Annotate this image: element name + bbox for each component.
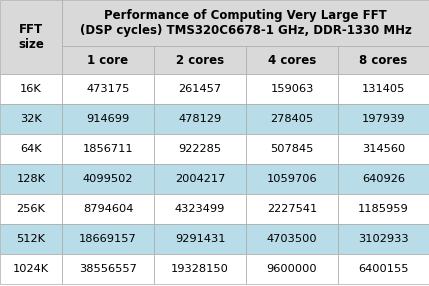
Text: 16K: 16K <box>20 84 42 94</box>
Bar <box>246 164 338 194</box>
Bar <box>154 134 246 164</box>
Bar <box>0 104 62 134</box>
Text: 128K: 128K <box>16 174 45 184</box>
Text: 6400155: 6400155 <box>358 264 409 274</box>
Text: 314560: 314560 <box>362 144 405 154</box>
Text: 8794604: 8794604 <box>83 204 133 214</box>
Text: 1024K: 1024K <box>13 264 49 274</box>
Bar <box>0 0 62 74</box>
Bar <box>338 134 429 164</box>
Text: 9291431: 9291431 <box>175 234 225 244</box>
Text: 8 cores: 8 cores <box>360 53 408 67</box>
Text: 18669157: 18669157 <box>79 234 137 244</box>
Bar <box>246 46 338 74</box>
Bar <box>62 224 154 254</box>
Text: 1856711: 1856711 <box>83 144 133 154</box>
Text: 19328150: 19328150 <box>171 264 229 274</box>
Text: 38556557: 38556557 <box>79 264 137 274</box>
Bar <box>62 74 154 104</box>
Bar <box>154 104 246 134</box>
Text: 640926: 640926 <box>362 174 405 184</box>
Text: 197939: 197939 <box>362 114 405 124</box>
Text: 2 cores: 2 cores <box>176 53 224 67</box>
Text: 32K: 32K <box>20 114 42 124</box>
Bar <box>154 224 246 254</box>
Text: FFT
size: FFT size <box>18 23 44 51</box>
Text: 4 cores: 4 cores <box>268 53 316 67</box>
Bar <box>0 134 62 164</box>
Bar <box>62 254 154 284</box>
Text: 2227541: 2227541 <box>267 204 317 214</box>
Bar <box>338 74 429 104</box>
Bar <box>338 104 429 134</box>
Bar <box>338 254 429 284</box>
Text: 1059706: 1059706 <box>267 174 317 184</box>
Bar <box>0 254 62 284</box>
Text: 4703500: 4703500 <box>267 234 317 244</box>
Bar <box>0 224 62 254</box>
Bar <box>154 74 246 104</box>
Text: 914699: 914699 <box>86 114 130 124</box>
Bar <box>0 164 62 194</box>
Bar <box>246 254 338 284</box>
Bar <box>246 194 338 224</box>
Bar <box>154 194 246 224</box>
Text: 4099502: 4099502 <box>83 174 133 184</box>
Text: 473175: 473175 <box>86 84 130 94</box>
Bar <box>0 194 62 224</box>
Text: 512K: 512K <box>16 234 45 244</box>
Bar <box>246 104 338 134</box>
Text: 4323499: 4323499 <box>175 204 225 214</box>
Text: 1 core: 1 core <box>88 53 129 67</box>
Bar <box>62 46 154 74</box>
Bar <box>62 164 154 194</box>
Text: 1185959: 1185959 <box>358 204 409 214</box>
Text: 9600000: 9600000 <box>267 264 317 274</box>
Bar <box>246 134 338 164</box>
Bar <box>246 224 338 254</box>
Text: 64K: 64K <box>20 144 42 154</box>
Text: Performance of Computing Very Large FFT
(DSP cycles) TMS320C6678-1 GHz, DDR-1330: Performance of Computing Very Large FFT … <box>79 9 411 37</box>
Text: 256K: 256K <box>17 204 45 214</box>
Bar <box>0 74 62 104</box>
Text: 159063: 159063 <box>270 84 314 94</box>
Bar <box>338 46 429 74</box>
Text: 278405: 278405 <box>270 114 314 124</box>
Bar <box>62 104 154 134</box>
Text: 261457: 261457 <box>178 84 221 94</box>
Bar <box>62 0 429 46</box>
Bar <box>246 74 338 104</box>
Bar <box>154 46 246 74</box>
Text: 478129: 478129 <box>178 114 222 124</box>
Text: 3102933: 3102933 <box>358 234 409 244</box>
Bar <box>62 134 154 164</box>
Bar <box>338 224 429 254</box>
Bar <box>154 254 246 284</box>
Bar <box>338 164 429 194</box>
Text: 922285: 922285 <box>178 144 221 154</box>
Bar <box>154 164 246 194</box>
Text: 507845: 507845 <box>270 144 314 154</box>
Bar <box>338 194 429 224</box>
Bar <box>62 194 154 224</box>
Text: 2004217: 2004217 <box>175 174 225 184</box>
Text: 131405: 131405 <box>362 84 405 94</box>
